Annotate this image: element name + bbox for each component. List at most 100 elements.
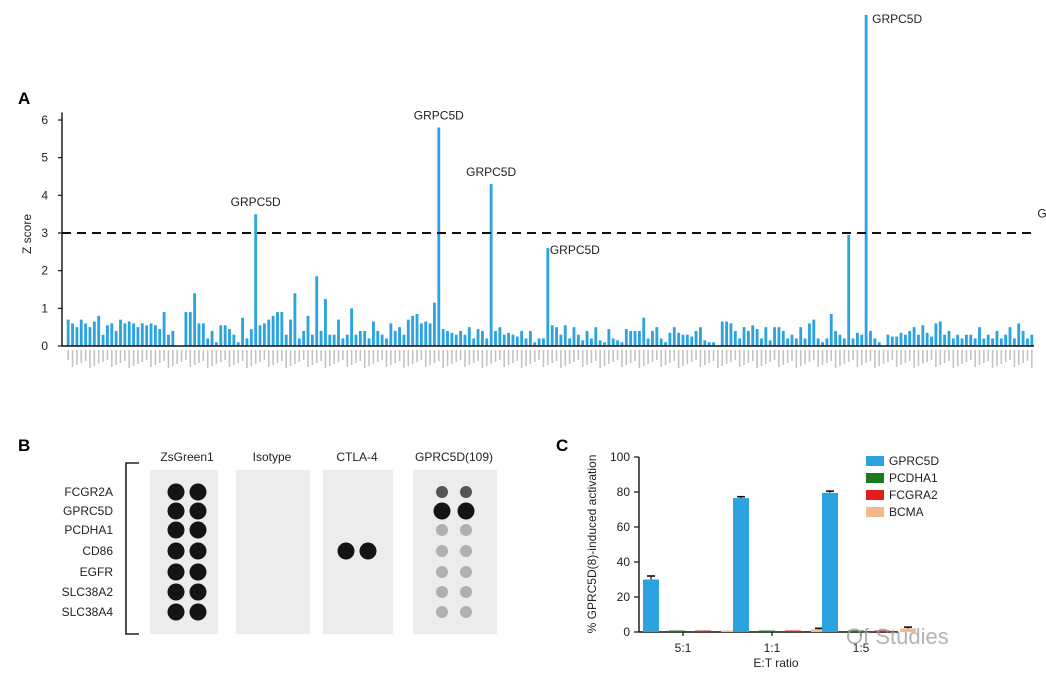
panel-a-bar: [480, 330, 484, 346]
panel-a-bar: [812, 319, 816, 346]
panel-a-bar: [829, 313, 833, 346]
panel-b-column-label: ZsGreen1: [160, 450, 214, 464]
panel-b-dot: [189, 563, 207, 581]
panel-c-x-tick-label: 1:5: [853, 641, 870, 655]
panel-a-bar: [982, 338, 986, 346]
panel-b-dot: [189, 583, 207, 601]
panel-b-dot: [436, 566, 448, 578]
panel-b-dot: [460, 545, 472, 557]
panel-a-bar: [228, 329, 231, 346]
panel-a-bar: [563, 325, 567, 346]
panel-c-bar: [669, 630, 685, 632]
panel-b-dot: [189, 603, 207, 621]
panel-a-bar: [363, 330, 367, 346]
panel-b-dot: [460, 606, 472, 618]
panel-a-bar: [803, 338, 807, 346]
panel-c-bar: [785, 630, 801, 632]
panel-a-bar: [398, 327, 401, 346]
panel-a-bar: [463, 334, 467, 346]
panel-a-bar: [746, 330, 750, 346]
panel-a-bar: [930, 336, 933, 346]
panel-a-bar: [297, 338, 301, 346]
panel-a-bar: [834, 330, 838, 346]
panel-a-bar: [764, 327, 768, 346]
panel-a-bar: [786, 338, 790, 346]
panel-a-bar: [1008, 327, 1012, 346]
panel-a-y-tick-label: 6: [41, 113, 48, 127]
panel-a-bar: [672, 327, 676, 346]
panel-b-dot: [460, 566, 472, 578]
panel-a-bar: [1017, 323, 1021, 346]
panel-a-bar: [755, 329, 759, 346]
panel-a-bar: [533, 342, 537, 346]
panel-a-y-axis: 0 1 2 3 4 5 6: [41, 112, 63, 353]
panel-a-bar: [258, 325, 262, 346]
panel-a-bar: [781, 330, 785, 346]
panel-a-bar: [289, 319, 292, 346]
panel-a-bar: [1012, 338, 1016, 346]
panel-a-bar: [171, 330, 175, 346]
panel-a-bar: [71, 323, 74, 346]
panel-b-membrane-background: [323, 470, 393, 634]
panel-b-membrane: [413, 470, 497, 634]
panel-a-bar: [978, 327, 981, 346]
panel-a-bar: [315, 276, 319, 346]
panel-a-bar: [472, 338, 476, 346]
panel-b-row-label: EGFR: [80, 565, 114, 579]
panel-a-bar: [964, 334, 968, 346]
panel-b-row-label: SLC38A2: [62, 585, 114, 599]
panel-a-bar: [149, 323, 153, 346]
panel-a-bar: [393, 330, 397, 346]
panel-a-letter: A: [18, 89, 30, 108]
panel-a-bar: [262, 323, 266, 346]
panel-a-bar: [777, 327, 781, 346]
panel-b-dot: [189, 542, 207, 560]
panel-a-bar: [223, 325, 227, 346]
panel-a-bar: [838, 334, 842, 346]
panel-a-bar: [559, 334, 563, 346]
panel-a-bar: [520, 330, 524, 346]
panel-b-membrane: [236, 470, 310, 634]
panel-b-row-label: CD86: [82, 544, 113, 558]
panel-c-legend-swatch: [866, 473, 884, 483]
panel-b-dot: [167, 542, 185, 560]
panel-a-bar: [707, 342, 711, 346]
panel-a-bar: [354, 334, 358, 346]
panel-a-bar: [476, 329, 480, 346]
panel-a-bar: [542, 338, 545, 346]
panel-a-bar: [507, 332, 510, 346]
panel-a-bar: [511, 334, 515, 346]
panel-a-bar: [123, 323, 127, 346]
panel-a-annotations: GRPC5D GRPC5D GRPC5D GRPC5D GRPC5D GRPC5D: [231, 12, 1046, 257]
panel-a-bar: [184, 312, 188, 346]
panel-a-bar: [572, 327, 576, 346]
panel-b-dot: [189, 521, 207, 539]
panel-a-bar: [629, 330, 633, 346]
panel-a-bar: [768, 340, 772, 346]
panel-a-y-tick-label: 5: [41, 151, 48, 165]
panel-a-bar: [210, 330, 214, 346]
panel-b-row-bracket: [125, 462, 139, 635]
panel-c-y-tick-label: 20: [617, 590, 631, 604]
panel-a-bar: [236, 342, 240, 346]
panel-b-dot: [436, 486, 448, 498]
panel-a-bar: [437, 127, 441, 347]
panel-a-bar: [925, 332, 929, 346]
panel-a-bar: [616, 340, 620, 346]
panel-c-legend-label: GPRC5D: [889, 454, 939, 468]
panel-b-dot: [460, 586, 472, 598]
panel-c-x-tick-label: 5:1: [675, 641, 692, 655]
panel-a-bar: [842, 338, 846, 346]
panel-a-bar: [733, 330, 737, 346]
panel-a-bar: [380, 334, 384, 346]
panel-a-bar: [851, 338, 855, 346]
panel-b-dot: [189, 502, 207, 520]
panel-a-bar: [877, 342, 881, 346]
panel-a-bar: [1030, 334, 1034, 346]
panel-a-bar: [986, 334, 990, 346]
panel-a-bar: [450, 332, 454, 346]
panel-a-annotation-label: GRPC5D: [414, 109, 464, 123]
panel-b-membrane: [150, 470, 218, 634]
panel-c-legend-swatch: [866, 490, 884, 500]
